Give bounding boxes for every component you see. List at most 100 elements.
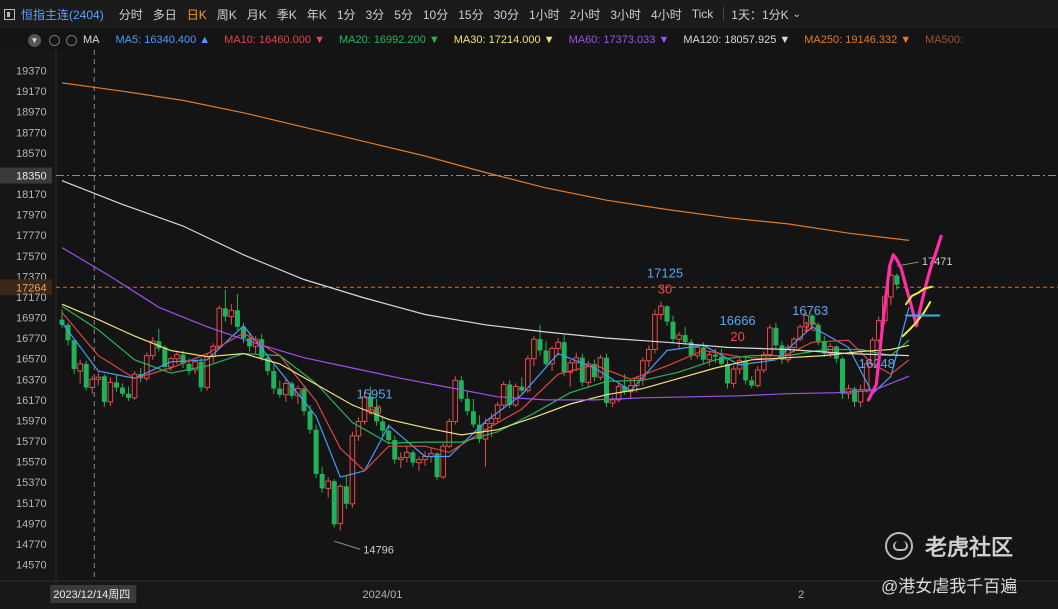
candle-body bbox=[773, 327, 779, 346]
period-tab[interactable]: 4小时 bbox=[651, 7, 682, 22]
candle-body bbox=[349, 435, 356, 505]
collapse-icon[interactable]: ▼ bbox=[28, 33, 41, 47]
period-tab[interactable]: 分时 bbox=[118, 7, 143, 22]
candle-body bbox=[95, 376, 102, 380]
watermark-logo: 老虎社区 bbox=[885, 530, 1013, 562]
candle-body bbox=[120, 387, 125, 394]
annotation-label: 16763 bbox=[792, 303, 828, 318]
y-tick-label: 18570 bbox=[16, 148, 47, 160]
candle-body bbox=[301, 388, 307, 412]
candle-body bbox=[549, 347, 555, 365]
divider bbox=[723, 7, 725, 21]
candle-body bbox=[228, 309, 235, 318]
candle-body bbox=[271, 371, 277, 389]
candle-body bbox=[609, 399, 616, 404]
close-icon[interactable] bbox=[66, 34, 77, 46]
chevron-down-icon[interactable]: ⌄ bbox=[792, 8, 802, 20]
candle-body bbox=[815, 324, 821, 342]
candle-body bbox=[646, 348, 652, 362]
period-tab[interactable]: 日K bbox=[186, 7, 207, 22]
candle-body bbox=[107, 381, 114, 403]
period-tab[interactable]: 1小时 bbox=[528, 7, 560, 22]
ma-legend-ma60[interactable]: MA60: 17373.033 ▼ bbox=[568, 34, 670, 46]
candle-body bbox=[452, 379, 459, 422]
settings-icon[interactable] bbox=[49, 34, 60, 46]
candlestick-chart[interactable]: 19370 19170 18970 18770 18570 18350 18170 17970… bbox=[0, 50, 1058, 609]
ma-legend-ma500[interactable]: MA500: bbox=[925, 34, 964, 46]
annotation-label: 16666 bbox=[720, 313, 756, 328]
candle-body bbox=[682, 335, 688, 343]
candle-body bbox=[604, 357, 609, 403]
y-tick-label: 16170 bbox=[16, 395, 47, 407]
ma-legend-ma120[interactable]: MA120: 18057.925 ▼ bbox=[683, 34, 791, 46]
candle-body bbox=[537, 339, 543, 351]
ma-line-ma250 bbox=[61, 82, 910, 241]
indicator-bar: ▼ MA MA5: 16340.400 ▲ MA10: 16460.000 ▼ MA… bbox=[0, 30, 1058, 50]
toolbar: 恒指主连(2404) 分时 多日 日K 周K 月K 季K 年K 1分 3分 5分 10分 15分 30分… bbox=[0, 0, 1058, 28]
period-tab[interactable]: Tick bbox=[691, 7, 714, 21]
period-tab[interactable]: 季K bbox=[276, 7, 297, 22]
sidebar-toggle-icon[interactable] bbox=[4, 8, 15, 20]
candle-body bbox=[216, 307, 223, 347]
annotation-label: 15951 bbox=[357, 386, 393, 401]
candle-body bbox=[652, 313, 658, 350]
candle-body bbox=[519, 386, 525, 391]
candle-body bbox=[319, 473, 325, 489]
candle-body bbox=[839, 358, 845, 394]
candle-body bbox=[507, 384, 513, 406]
period-tab[interactable]: 10分 bbox=[422, 7, 449, 22]
candle-body bbox=[368, 396, 374, 408]
period-tab[interactable]: 30分 bbox=[493, 7, 519, 22]
period-tab[interactable]: 15分 bbox=[458, 7, 484, 22]
y-tick-label: 18170 bbox=[16, 189, 47, 201]
ma-legend-ma250[interactable]: MA250: 19146.332 ▼ bbox=[804, 34, 912, 46]
candle-body bbox=[700, 347, 706, 360]
candle-body bbox=[779, 345, 785, 360]
period-tab[interactable]: 1分 bbox=[336, 7, 356, 22]
period-tab[interactable]: 5分 bbox=[394, 7, 413, 22]
watermark-brand: 老虎社区 bbox=[925, 535, 1014, 560]
tiger-logo-icon bbox=[885, 532, 913, 560]
period-tab[interactable]: 年K bbox=[306, 7, 327, 22]
extreme-label: 17471 bbox=[922, 256, 953, 268]
candle-body bbox=[204, 356, 210, 389]
y-tick-label: 14970 bbox=[16, 518, 47, 530]
candle-body bbox=[718, 356, 724, 364]
candle-body bbox=[797, 326, 803, 340]
range-selector[interactable]: 1天：1分K bbox=[731, 7, 789, 22]
period-tab[interactable]: 周K bbox=[216, 7, 237, 22]
candle-body bbox=[525, 358, 531, 392]
candle-body bbox=[162, 347, 168, 367]
period-tab[interactable]: 多日 bbox=[152, 7, 177, 22]
period-tab[interactable]: 2小时 bbox=[569, 7, 601, 22]
ma-legend-ma20[interactable]: MA20: 16992.200 ▼ bbox=[338, 34, 440, 46]
candle-body bbox=[622, 386, 628, 392]
period-tab[interactable]: 月K bbox=[246, 7, 267, 22]
annotation-count: 60 bbox=[367, 402, 381, 417]
candle-body bbox=[343, 486, 349, 504]
extreme-label: 14796 bbox=[363, 544, 394, 556]
candle-body bbox=[749, 380, 755, 386]
y-tick-label: 15170 bbox=[16, 498, 47, 510]
y-tick-label: 17570 bbox=[16, 251, 47, 263]
candle-body bbox=[337, 485, 344, 524]
candle-body bbox=[676, 334, 682, 340]
candle-body bbox=[446, 420, 452, 447]
candle-body bbox=[222, 308, 228, 317]
candle-body bbox=[434, 453, 440, 478]
x-tick-label: 2024/01 bbox=[363, 589, 403, 601]
candle-body bbox=[101, 376, 107, 402]
period-tab[interactable]: 3小时 bbox=[610, 7, 642, 22]
candle-body bbox=[567, 362, 574, 373]
y-tick-label: 18770 bbox=[16, 127, 47, 139]
candle-body bbox=[743, 360, 749, 381]
ma-legend-ma30[interactable]: MA30: 17214.000 ▼ bbox=[453, 34, 555, 46]
y-tick-label: 16970 bbox=[16, 313, 47, 325]
symbol-name[interactable]: 恒指主连(2404) bbox=[21, 7, 104, 22]
annotation-label: 17125 bbox=[647, 266, 683, 281]
ma-legend-ma5[interactable]: MA5: 16340.400 ▲ bbox=[115, 34, 211, 46]
period-tab[interactable]: 3分 bbox=[365, 7, 385, 22]
ma-legend-ma10[interactable]: MA10: 16460.000 ▼ bbox=[224, 34, 325, 46]
y-tick-label: 17264 bbox=[16, 282, 47, 294]
indicator-label[interactable]: MA bbox=[83, 34, 100, 46]
